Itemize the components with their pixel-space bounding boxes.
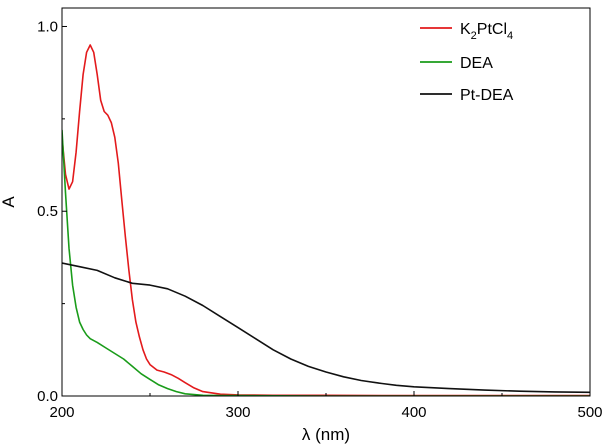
y-tick-label: 0.0 [37, 388, 58, 405]
legend-label: Pt-DEA [460, 87, 514, 104]
x-tick-label: 500 [577, 404, 602, 421]
axes: 200 300 400 500 0.0 0.5 1.0 λ (nm) A [0, 7, 603, 444]
x-tick-label: 200 [49, 404, 74, 421]
x-axis-title: λ (nm) [302, 425, 350, 444]
y-axis-title: A [0, 196, 18, 208]
legend-label: DEA [460, 55, 493, 72]
legend: K2PtCl4 DEA Pt-DEA [420, 21, 514, 104]
series-line-k2ptcl4 [62, 44, 590, 396]
series-line-dea [62, 129, 590, 396]
x-tick-label: 400 [401, 404, 426, 421]
y-tick-label: 0.5 [37, 203, 58, 220]
series-line-pt-dea [62, 262, 590, 394]
plot-frame [61, 7, 591, 397]
legend-label: K2PtCl4 [460, 21, 513, 42]
x-tick-label: 300 [225, 404, 250, 421]
y-tick-label: 1.0 [37, 18, 58, 35]
